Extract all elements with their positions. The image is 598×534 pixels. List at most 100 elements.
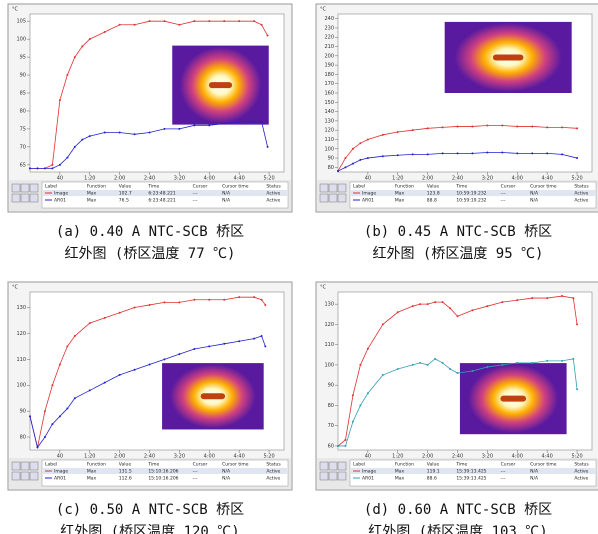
point xyxy=(396,154,399,157)
table-cell: Max xyxy=(87,469,97,475)
bridge xyxy=(500,395,527,402)
point xyxy=(178,353,181,356)
point xyxy=(471,125,474,128)
point xyxy=(486,305,489,308)
table-header: Cursor time xyxy=(222,184,249,190)
point xyxy=(264,345,267,348)
legend-label: Image xyxy=(54,191,68,197)
table-cell: 88.8 xyxy=(427,198,437,204)
table-header: Function xyxy=(87,184,106,190)
point xyxy=(456,372,459,375)
point xyxy=(531,297,534,300)
point xyxy=(118,23,121,26)
point xyxy=(260,335,263,338)
point xyxy=(546,152,549,155)
point xyxy=(51,423,54,426)
bridge xyxy=(200,393,226,400)
point xyxy=(576,127,579,130)
table-cell: 15:39:13.425 xyxy=(456,469,486,475)
point xyxy=(118,373,121,376)
point xyxy=(58,99,61,102)
table-cell: 76.5 xyxy=(119,198,129,204)
x-tick-label: 4:00 xyxy=(512,454,523,460)
legend-label: AR01 xyxy=(54,476,66,482)
x-tick-label: 5:20 xyxy=(571,176,582,182)
point xyxy=(103,316,106,319)
point xyxy=(103,30,106,33)
table-cell: 15:10:16.206 xyxy=(148,469,178,475)
point xyxy=(260,120,263,123)
point xyxy=(561,126,564,129)
point xyxy=(193,298,196,301)
point xyxy=(163,301,166,304)
point xyxy=(58,163,61,166)
table-cell: N/A xyxy=(530,476,539,482)
point xyxy=(449,367,452,370)
point xyxy=(223,298,226,301)
y-tick-label: 70 xyxy=(20,144,26,150)
point xyxy=(238,296,241,299)
point xyxy=(253,120,256,123)
point xyxy=(351,162,354,165)
table-cell: Active xyxy=(574,476,588,482)
point xyxy=(546,126,549,129)
x-tick-label: 2:40 xyxy=(452,176,463,182)
point xyxy=(426,153,429,156)
y-tick-label: 100 xyxy=(324,362,334,368)
y-tick-label: 65 xyxy=(20,162,26,168)
point xyxy=(148,363,151,366)
table-header: Label xyxy=(45,184,57,190)
point xyxy=(148,131,151,134)
point xyxy=(411,363,414,366)
point xyxy=(531,361,534,364)
table-cell: Max xyxy=(395,191,405,197)
row-highlight xyxy=(43,468,287,474)
point xyxy=(36,446,39,449)
caption: (a) 0.40 A NTC-SCB 桥区 xyxy=(56,224,244,240)
table-header: Time xyxy=(147,462,159,468)
table-cell: N/A xyxy=(222,476,231,482)
point xyxy=(238,20,241,23)
point xyxy=(148,303,151,306)
point xyxy=(193,124,196,127)
point xyxy=(163,127,166,130)
x-tick-label: 4:40 xyxy=(234,454,245,460)
point xyxy=(133,368,136,371)
point xyxy=(253,296,256,299)
point xyxy=(516,152,519,155)
point xyxy=(344,157,347,160)
point xyxy=(133,306,136,309)
point xyxy=(546,359,549,362)
table-header: Label xyxy=(353,184,365,190)
tool-button xyxy=(319,193,329,203)
point xyxy=(531,125,534,128)
table-cell: 112.6 xyxy=(119,476,132,482)
point xyxy=(43,410,46,413)
point xyxy=(561,359,564,362)
table-cell: --- xyxy=(193,199,198,204)
point xyxy=(208,345,211,348)
table-header: Value xyxy=(119,462,132,468)
y-tick-label: 230 xyxy=(324,25,334,31)
point xyxy=(441,152,444,155)
x-tick-label: 5:20 xyxy=(263,454,274,460)
point xyxy=(456,315,459,318)
y-tick-label: 90 xyxy=(20,409,26,415)
tool-button xyxy=(337,471,347,481)
point xyxy=(531,152,534,155)
point xyxy=(419,303,422,306)
table-cell: N/A xyxy=(222,198,231,204)
y-tick-label: 80 xyxy=(328,165,334,171)
x-tick-label: 2:00 xyxy=(422,454,433,460)
y-tick-label: 105 xyxy=(16,19,26,25)
point xyxy=(501,151,504,154)
tool-button xyxy=(328,193,338,203)
table-cell: Max xyxy=(395,198,405,204)
point xyxy=(351,420,354,423)
point xyxy=(66,407,69,410)
table-cell: 10:59:19.232 xyxy=(456,198,486,204)
legend-label: Image xyxy=(362,469,376,475)
legend-label: AR01 xyxy=(362,476,374,482)
point xyxy=(516,125,519,128)
point xyxy=(411,305,414,308)
